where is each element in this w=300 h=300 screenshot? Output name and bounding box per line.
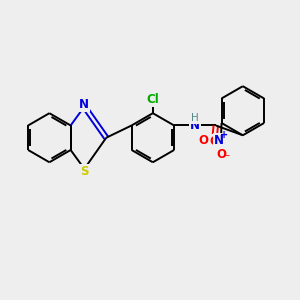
Text: O: O (198, 134, 208, 147)
Text: O: O (217, 148, 226, 161)
Text: N: N (214, 134, 224, 147)
Text: N: N (190, 119, 200, 132)
Text: O: O (210, 135, 220, 148)
Text: Cl: Cl (146, 93, 159, 106)
Text: H: H (191, 113, 199, 123)
Text: S: S (80, 165, 88, 178)
Text: +: + (220, 130, 229, 140)
Text: ⁻: ⁻ (224, 154, 230, 164)
Text: N: N (79, 98, 89, 111)
